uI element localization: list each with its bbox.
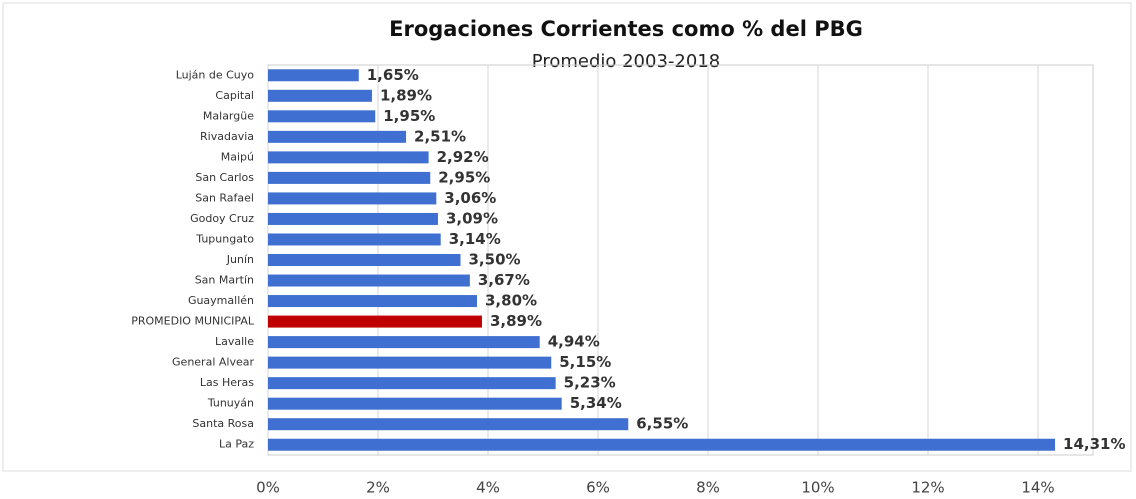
value-label: 6,55%	[636, 415, 688, 433]
y-tick-label: Tupungato	[195, 232, 254, 245]
x-tick-label: 12%	[911, 479, 944, 497]
value-label: 5,34%	[570, 394, 622, 412]
value-label: 14,31%	[1063, 435, 1125, 453]
x-tick-label: 6%	[586, 479, 610, 497]
value-label: 2,92%	[437, 148, 489, 166]
x-tick-label: 10%	[801, 479, 834, 497]
y-tick-label: Capital	[215, 89, 254, 102]
x-tick-label: 2%	[366, 479, 390, 497]
value-label: 1,95%	[383, 107, 435, 125]
bar	[268, 130, 407, 143]
bar	[268, 274, 470, 287]
bar	[268, 69, 359, 82]
y-tick-label: La Paz	[219, 438, 254, 451]
y-tick-label: Godoy Cruz	[190, 212, 254, 225]
chart-title: Erogaciones Corrientes como % del PBG	[389, 17, 863, 41]
x-tick-label: 4%	[476, 479, 500, 497]
bar	[268, 356, 552, 369]
bar	[268, 254, 461, 266]
y-tick-label: Santa Rosa	[192, 417, 254, 430]
y-tick-label: Lavalle	[215, 335, 254, 348]
x-tick-label: 0%	[256, 479, 280, 497]
chart-border	[2, 2, 1132, 472]
bar	[268, 418, 629, 431]
bar	[268, 212, 438, 225]
value-label: 3,67%	[478, 271, 530, 289]
value-label: 2,51%	[414, 127, 466, 145]
y-tick-label: Las Heras	[200, 376, 254, 389]
value-label: 3,80%	[485, 292, 537, 310]
bar	[268, 192, 437, 205]
bar	[268, 151, 429, 164]
y-tick-label: Guaymallén	[188, 294, 254, 307]
y-tick-label: Maipú	[221, 150, 254, 163]
bar	[268, 377, 556, 390]
y-tick-label: San Martín	[195, 274, 254, 287]
bar	[268, 295, 477, 308]
bar	[268, 438, 1056, 451]
value-label: 4,94%	[548, 333, 600, 351]
y-tick-label: Junín	[226, 253, 254, 266]
chart-subtitle: Promedio 2003-2018	[532, 51, 720, 72]
bar	[268, 171, 431, 184]
y-tick-label: Tunuyán	[207, 397, 254, 410]
bar	[268, 336, 540, 349]
bar	[268, 397, 562, 410]
value-label: 3,14%	[449, 230, 501, 248]
y-tick-label: Malargüe	[203, 109, 254, 122]
y-tick-label: PROMEDIO MUNICIPAL	[131, 315, 255, 328]
value-label: 2,95%	[438, 168, 490, 186]
value-label: 3,89%	[490, 312, 542, 330]
value-label: 3,06%	[444, 189, 496, 207]
y-tick-label: San Rafael	[195, 191, 254, 204]
y-tick-label: Luján de Cuyo	[176, 68, 255, 81]
value-label: 5,15%	[559, 353, 611, 371]
y-tick-label: Rivadavia	[200, 130, 254, 143]
bar	[268, 89, 372, 102]
x-tick-label: 8%	[696, 479, 720, 497]
value-label: 1,89%	[380, 86, 432, 104]
y-tick-label: San Carlos	[195, 171, 254, 184]
bar	[268, 315, 482, 328]
value-label: 3,09%	[446, 209, 498, 227]
value-label: 3,50%	[469, 251, 521, 269]
bar	[268, 110, 376, 123]
y-tick-label: General Alvear	[172, 356, 254, 369]
bar	[268, 233, 441, 246]
value-label: 1,65%	[367, 66, 419, 84]
x-tick-label: 14%	[1021, 479, 1054, 497]
value-label: 5,23%	[564, 374, 616, 392]
